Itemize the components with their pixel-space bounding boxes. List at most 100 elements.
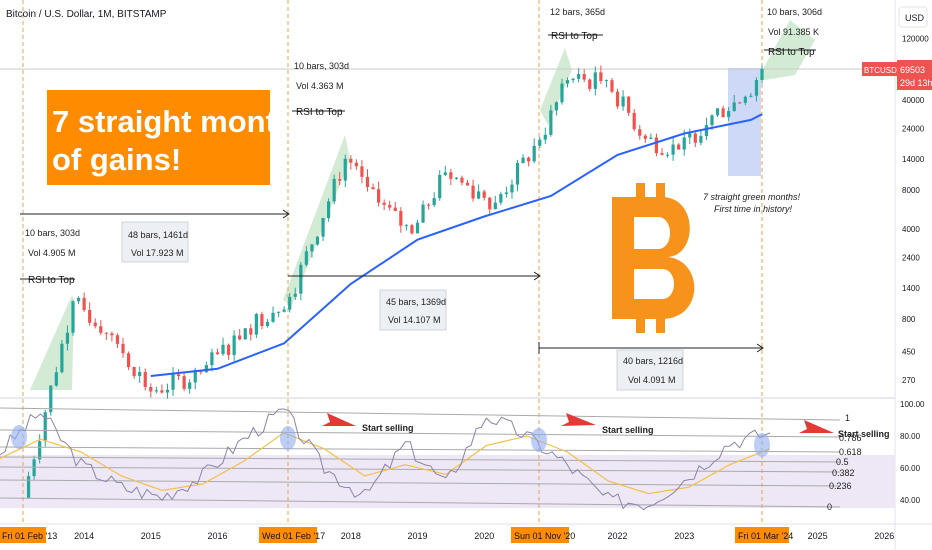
- symbol-badge: BTCUSD: [864, 66, 897, 75]
- stat-bars-4: 45 bars, 1369d: [386, 297, 446, 307]
- candle-up: [682, 137, 686, 150]
- candle-down: [393, 207, 397, 211]
- rsi-top-label-3: RSI to Top: [551, 31, 598, 42]
- chart-title: Bitcoin / U.S. Dollar, 1M, BITSTAMP: [6, 9, 167, 20]
- candle-up: [293, 293, 297, 297]
- time-axis[interactable]: 2014 2015 2016 2018 2019 2020 2022 2023 2025 2026: [74, 531, 894, 541]
- candle-up: [560, 83, 564, 103]
- candle-up: [510, 184, 514, 193]
- candle-down: [471, 185, 475, 199]
- stat-bars-7: 10 bars, 306d: [767, 7, 822, 17]
- candle-up: [188, 382, 192, 389]
- time-tick-label: 2014: [74, 531, 94, 541]
- candle-up: [671, 144, 675, 155]
- sell-arrow-1: [322, 413, 356, 426]
- candle-up: [271, 312, 275, 322]
- stat-bars-3: 10 bars, 303d: [294, 61, 349, 71]
- time-tick-label: 2019: [408, 531, 428, 541]
- rsi-circle-4: [754, 433, 770, 457]
- stat-vol-2: Vol 17.923 M: [131, 248, 184, 258]
- price-tick-label: 450: [902, 347, 916, 356]
- date-badge-2017-bg: [259, 527, 317, 543]
- fib-label-0382: 0.382: [832, 468, 855, 478]
- candle-up: [32, 459, 36, 477]
- candle-up: [438, 174, 442, 199]
- price-badge-bg: [897, 60, 932, 90]
- rsi-axis[interactable]: 100.00 80.00 60.00 40.00: [900, 400, 925, 505]
- candle-up: [715, 108, 720, 116]
- time-tick-label: 2018: [341, 531, 361, 541]
- candle-up: [38, 441, 42, 460]
- candle-down: [93, 322, 97, 327]
- date-badge-2013-bg: [0, 527, 46, 543]
- candle-up: [26, 476, 31, 498]
- candle-down: [338, 178, 342, 181]
- candle-down: [382, 202, 386, 205]
- candle-up: [688, 133, 692, 138]
- price-tick-label: 2400: [902, 254, 920, 263]
- symbol-badge-bg: [862, 62, 897, 76]
- date-badge-2020-bg: [511, 527, 569, 543]
- fib-label-0: 0: [827, 502, 832, 512]
- candle-down: [143, 371, 147, 387]
- candle-up: [193, 369, 197, 383]
- fib-line-0786: [0, 429, 841, 438]
- candle-up: [577, 74, 581, 79]
- candle-up: [304, 251, 308, 265]
- stat-box-45bars: [379, 289, 447, 331]
- currency-button-label[interactable]: USD: [905, 13, 925, 23]
- rsi-tick-label: 40.00: [900, 496, 921, 505]
- candle-up: [71, 301, 75, 333]
- candle-down: [693, 133, 697, 143]
- candle-down: [371, 187, 375, 190]
- start-selling-2: Start selling: [602, 425, 654, 435]
- range-arrow-3-head: [756, 343, 764, 353]
- date-badge-2013: Fri 01 Feb '13: [2, 531, 57, 541]
- fib-line-0618: [0, 446, 841, 453]
- start-selling-1: Start selling: [362, 423, 414, 433]
- banner-line-2: of gains!: [52, 142, 181, 177]
- candle-up: [743, 96, 747, 103]
- range-arrow-2-head: [533, 271, 541, 281]
- candle-up: [43, 412, 47, 442]
- candle-up: [604, 80, 609, 82]
- rsi-top-label-2: RSI to Top: [296, 107, 343, 118]
- candle-up: [760, 69, 764, 81]
- stat-bars-6: 40 bars, 1216d: [623, 356, 683, 366]
- candle-up: [710, 115, 714, 126]
- stat-vol-6: Vol 4.091 M: [628, 375, 676, 385]
- stat-bars-2: 48 bars, 1461d: [128, 230, 188, 240]
- candle-up: [154, 390, 158, 392]
- fib-label-05: 0.5: [836, 457, 849, 467]
- candle-up: [165, 389, 170, 393]
- candle-up: [504, 192, 509, 195]
- candle-down: [104, 332, 108, 334]
- candle-up: [243, 328, 247, 340]
- green-months-note-1: 7 straight green months!: [703, 192, 801, 202]
- candle-down: [349, 158, 353, 163]
- runup-shade-2017: [283, 135, 350, 305]
- fib-label-0786: 0.786: [839, 433, 862, 443]
- candle-up: [521, 157, 525, 163]
- candle-up: [554, 102, 559, 111]
- candle-up: [749, 95, 753, 97]
- fib-line-05: [0, 456, 841, 463]
- currency-button[interactable]: [898, 6, 928, 28]
- candle-up: [549, 110, 553, 135]
- candle-up: [515, 162, 520, 185]
- stat-bars-1: 10 bars, 303d: [25, 228, 80, 238]
- price-tick-label: 120000: [902, 34, 929, 43]
- candle-up: [310, 244, 314, 252]
- candle-down: [638, 129, 642, 136]
- candle-down: [388, 204, 392, 208]
- candle-down: [238, 335, 242, 340]
- candle-down: [377, 189, 381, 203]
- rsi-tick-label: 80.00: [900, 432, 921, 441]
- price-tick-label: 40000: [902, 96, 925, 105]
- candle-down: [527, 157, 531, 162]
- candle-up: [532, 145, 536, 162]
- candle-up: [432, 198, 436, 206]
- rsi-tick-label: 60.00: [900, 464, 921, 473]
- time-tick-label: 2025: [808, 531, 828, 541]
